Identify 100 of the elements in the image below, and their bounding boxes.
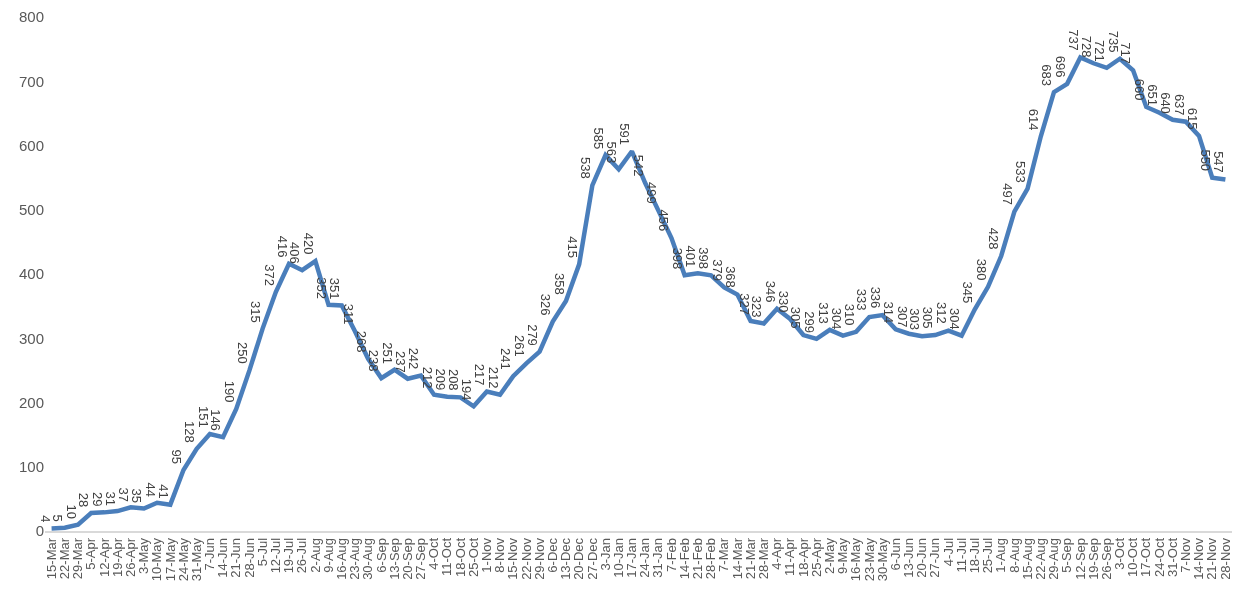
x-tick-label: 31-Oct: [1164, 537, 1180, 577]
data-label: 651: [1145, 84, 1161, 106]
data-label: 717: [1118, 42, 1134, 64]
data-label: 398: [696, 247, 712, 269]
x-tick-label: 20-Dec: [571, 537, 587, 580]
x-tick-label: 28-Jun: [241, 537, 257, 578]
x-tick-label: 21-Nov: [1204, 537, 1220, 580]
data-label: 336: [867, 286, 883, 309]
x-tick-label: 2-Aug: [307, 537, 323, 573]
x-tick-label: 15-Mar: [43, 537, 59, 580]
data-label: 420: [300, 232, 316, 255]
data-label: 538: [577, 157, 593, 179]
x-tick-label: 3-Oct: [1112, 537, 1128, 570]
data-label: 268: [353, 330, 369, 353]
data-label: 547: [1210, 151, 1226, 173]
x-tick-label: 21-Feb: [690, 537, 706, 580]
x-tick-label: 19-Jul: [281, 537, 297, 574]
x-tick-label: 24-Oct: [1151, 537, 1167, 577]
x-tick-label: 3-Jan: [597, 537, 613, 571]
data-label: 614: [1026, 108, 1042, 131]
data-label: 44: [142, 482, 158, 498]
data-label: 238: [366, 349, 382, 372]
data-label: 307: [894, 305, 910, 328]
x-tick-label: 26-Jul: [294, 537, 310, 574]
data-label: 237: [393, 351, 409, 373]
data-label: 368: [722, 266, 738, 288]
data-label: 406: [287, 241, 303, 264]
x-tick-label: 5-Jul: [254, 537, 270, 567]
x-tick-label: 14-Jun: [215, 537, 231, 578]
y-tick-label: 700: [18, 72, 44, 90]
x-tick-label: 7-Feb: [663, 537, 679, 572]
data-label: 542: [630, 154, 646, 177]
data-label: 31: [102, 491, 118, 507]
x-tick-label: 6-Dec: [544, 537, 560, 573]
data-label: 212: [485, 366, 501, 389]
y-tick-label: 400: [18, 265, 44, 283]
data-label: 696: [1052, 55, 1068, 78]
data-label: 242: [406, 347, 422, 370]
x-tick-label: 25-Jul: [980, 537, 996, 574]
data-label: 279: [525, 324, 541, 346]
x-tick-label: 7-Mar: [716, 537, 732, 572]
data-label: 151: [195, 406, 211, 428]
data-label: 351: [327, 277, 343, 300]
data-label: 314: [880, 301, 896, 324]
data-label: 311: [340, 303, 356, 325]
x-tick-label: 18-Jul: [967, 537, 983, 574]
data-label: 208: [445, 368, 461, 391]
x-tick-label: 5-Apr: [83, 537, 99, 570]
x-tick-label: 14-Nov: [1191, 537, 1207, 580]
data-label: 591: [617, 123, 633, 146]
data-label: 190: [222, 380, 238, 403]
data-label: 41: [155, 484, 171, 499]
data-label: 304: [828, 307, 844, 330]
x-tick-label: 31-Jan: [650, 537, 666, 578]
data-label: 352: [314, 277, 330, 299]
data-label: 456: [656, 209, 672, 232]
data-label: 28: [76, 492, 92, 508]
data-label: 37: [115, 487, 131, 502]
x-tick-label: 24-Jan: [637, 537, 653, 578]
data-label: 563: [603, 141, 619, 164]
x-tick-label: 25-Oct: [465, 537, 481, 577]
data-label: 5: [50, 514, 66, 522]
x-tick-label: 29-Mar: [70, 537, 86, 580]
data-label: 497: [1000, 183, 1016, 205]
data-label: 310: [841, 303, 857, 326]
data-label: 683: [1039, 64, 1055, 86]
data-label: 95: [169, 449, 185, 464]
data-label: 10: [63, 504, 79, 520]
data-label: 615: [1184, 107, 1200, 130]
x-tick-label: 14-Feb: [676, 537, 692, 580]
x-tick-label: 29-Nov: [531, 537, 547, 580]
x-tick-label: 28-Nov: [1217, 537, 1233, 580]
x-tick-label: 28-Mar: [756, 537, 772, 580]
y-tick-label: 100: [18, 458, 44, 475]
x-tick-label: 21-Mar: [742, 537, 758, 580]
data-label: 250: [234, 341, 250, 364]
data-label: 209: [432, 368, 448, 391]
data-label: 212: [419, 366, 435, 389]
data-label: 323: [749, 295, 765, 318]
x-tick-label: 27-Jun: [927, 537, 943, 578]
x-tick-label: 12-Jul: [268, 537, 284, 574]
x-tick-label: 4-Apr: [769, 537, 785, 570]
y-tick-label: 200: [18, 393, 44, 411]
data-label: 345: [960, 281, 976, 304]
data-label: 533: [1013, 160, 1029, 183]
x-tick-label: 27-Sep: [413, 537, 429, 580]
data-label: 550: [1197, 149, 1213, 172]
x-tick-label: 17-Jan: [624, 537, 640, 578]
data-label: 640: [1158, 92, 1174, 114]
x-tick-label: 11-Jul: [953, 537, 969, 573]
data-label: 415: [564, 236, 580, 258]
data-label: 327: [736, 293, 752, 315]
x-tick-label: 10-Jan: [610, 537, 626, 578]
data-label: 728: [1078, 35, 1094, 58]
data-label: 398: [669, 247, 685, 270]
x-tick-label: 14-Mar: [729, 537, 745, 580]
data-label: 304: [947, 308, 963, 330]
data-label: 416: [274, 235, 290, 258]
data-label: 380: [973, 258, 989, 281]
x-tick-label: 13-Dec: [558, 537, 574, 580]
